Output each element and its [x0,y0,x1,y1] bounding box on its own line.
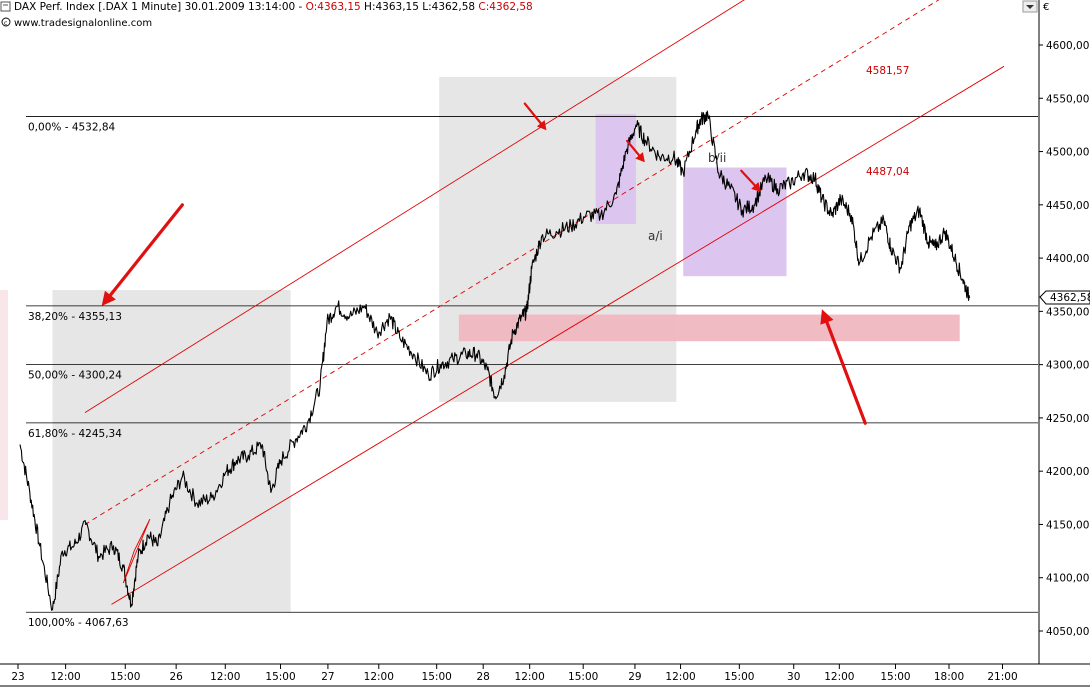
x-tick-label-13: 12:00 [665,671,695,683]
x-tick-label-6: 27 [321,671,334,683]
y-tick-label-6: 4300,00 [1046,360,1089,372]
window-icon [0,1,11,12]
gray-zone-1 [439,76,677,402]
x-tick-label-8: 15:00 [422,671,452,683]
y-tick-label-4: 4400,00 [1046,253,1089,265]
purple-zone-3 [683,167,787,277]
fib-label-0: 0,00% - 4532,84 [28,122,116,134]
x-tick-label-3: 26 [169,671,183,683]
arrow-shaft-2 [523,102,542,125]
current-price-tag: 4362,58 [1039,290,1090,305]
x-tick-label-10: 12:00 [515,671,545,683]
header-open: O:4363,15 [306,1,361,13]
fib-label-2: 50,00% - 4300,24 [28,369,122,381]
y-tick-label-9: 4150,00 [1046,519,1089,531]
arrow-head-3 [635,152,645,163]
header-low: L:4362,58 [422,1,475,13]
arrow-head-1 [820,309,834,325]
dropdown-icon [1026,5,1034,9]
currency-symbol: € [1043,2,1049,13]
svg-text:DAX Perf. Index [.DAX 1 Minut: DAX Perf. Index [.DAX 1 Minute] 30.01.20… [14,1,533,13]
upper-dashed-value-label: 4581,57 [866,65,909,77]
pink-zone-4 [458,314,960,342]
arrow-head-0 [101,290,116,307]
x-tick-label-12: 29 [628,671,641,683]
site-url: www.tradesignalonline.com [14,18,152,29]
arrow-shaft-3 [626,139,641,157]
header-instrument: DAX Perf. Index [.DAX 1 Minute] 30.01.20… [14,1,306,13]
x-tick-label-7: 12:00 [364,671,394,683]
y-tick-label-1: 4550,00 [1046,93,1089,105]
copyright-icon-letter: c [4,20,7,27]
x-tick-label-1: 12:00 [50,671,80,683]
y-tick-label-0: 4600,00 [1046,40,1089,52]
x-axis: 23 12:00 15:00 26 12:00 15:00 27 12:00 15:00 28 12… [11,664,1018,683]
fib-label-3: 61,80% - 4245,34 [28,428,122,440]
price-line [19,110,971,611]
y-tick-label-10: 4100,00 [1046,573,1089,585]
lower-channel-value-label: 4487,04 [866,166,910,178]
x-tick-label-11: 15:00 [568,671,598,683]
x-tick-label-18: 18:00 [934,671,964,683]
gray-zone-0 [52,290,291,612]
fib-label-1: 38,20% - 4355,13 [28,311,122,323]
header-high: H:4363,15 [364,1,419,13]
y-tick-label-5: 4350,00 [1046,306,1089,318]
annotation-arrows [101,102,867,425]
wave-a-label: a/i [648,229,663,243]
left-edge-zone [0,290,8,520]
fib-levels: 0,00% - 4532,84 38,20% - 4355,13 50,00% - … [26,116,1038,629]
wedge-mark [122,518,151,584]
x-tick-label-16: 12:00 [824,671,854,683]
fib-label-4: 100,00% - 4067,63 [28,617,129,629]
price-tag-value: 4362,58 [1050,292,1090,304]
x-tick-label-9: 28 [476,671,489,683]
x-tick-label-19: 21:00 [987,671,1017,683]
header-close: C:4362,58 [478,1,532,13]
x-tick-label-15: 30 [787,671,800,683]
chart-header: DAX Perf. Index [.DAX 1 Minute] 30.01.20… [0,0,1049,29]
price-tag-box [1039,290,1090,305]
x-tick-label-0: 23 [11,671,24,683]
arrow-head-2 [536,120,547,131]
x-tick-label-5: 15:00 [265,671,295,683]
y-axis: 4600,00 4550,00 4500,00 4450,00 4400,00 4350,… [1039,40,1089,638]
y-tick-label-11: 4050,00 [1046,626,1089,638]
y-tick-label-7: 4250,00 [1046,413,1089,425]
wave-b-label: b/ii [708,151,726,165]
y-tick-label-8: 4200,00 [1046,466,1089,478]
arrow-head-4 [751,182,761,193]
x-tick-label-14: 15:00 [724,671,754,683]
copyright-icon [1,17,11,27]
arrow-shaft-4 [740,169,756,187]
x-tick-label-4: 12:00 [210,671,240,683]
price-series [19,110,971,611]
x-tick-label-2: 15:00 [110,671,140,683]
x-tick-label-17: 15:00 [880,671,910,683]
channel-line-2 [111,65,1005,605]
purple-zone-2 [595,114,636,224]
arrow-shaft-1 [825,320,867,425]
y-tick-label-3: 4450,00 [1046,200,1089,212]
y-tick-label-2: 4500,00 [1046,147,1089,159]
arrow-shaft-0 [108,203,184,297]
